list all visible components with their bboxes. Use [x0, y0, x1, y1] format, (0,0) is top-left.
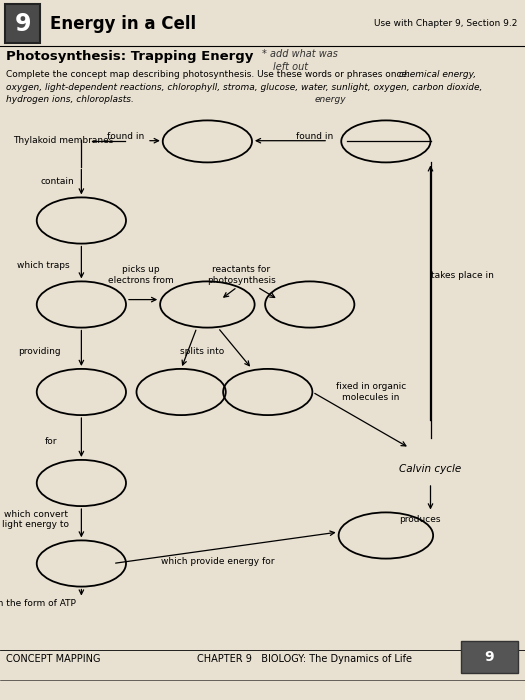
Text: Thylakoid membranes: Thylakoid membranes — [13, 136, 113, 145]
Text: chemical energy,: chemical energy, — [399, 70, 476, 79]
FancyBboxPatch shape — [5, 4, 40, 43]
Text: left out: left out — [273, 62, 308, 71]
Text: Complete the concept map describing photosynthesis. Use these words or phrases o: Complete the concept map describing phot… — [6, 70, 413, 79]
Text: Energy in a Cell: Energy in a Cell — [50, 15, 196, 33]
Text: which convert
light energy to: which convert light energy to — [2, 510, 69, 529]
Text: contain: contain — [41, 178, 75, 186]
Text: which provide energy for: which provide energy for — [161, 557, 275, 566]
Text: found in: found in — [297, 132, 333, 141]
FancyBboxPatch shape — [461, 641, 518, 673]
Text: produces: produces — [399, 515, 441, 524]
Text: reactants for
photosynthesis: reactants for photosynthesis — [207, 265, 276, 285]
Text: fixed in organic
molecules in: fixed in organic molecules in — [336, 382, 406, 402]
Text: hydrogen ions, chloroplasts.: hydrogen ions, chloroplasts. — [6, 95, 134, 104]
Text: providing: providing — [18, 347, 61, 356]
Text: CHAPTER 9   BIOLOGY: The Dynamics of Life: CHAPTER 9 BIOLOGY: The Dynamics of Life — [197, 654, 412, 664]
Text: oxygen, light-dependent reactions, chlorophyll, stroma, glucose, water, sunlight: oxygen, light-dependent reactions, chlor… — [6, 83, 482, 92]
Text: Calvin cycle: Calvin cycle — [400, 464, 461, 474]
Text: 9: 9 — [485, 650, 494, 664]
Text: takes place in: takes place in — [430, 271, 494, 279]
Bar — [0, 0, 525, 46]
Text: 9: 9 — [14, 12, 31, 36]
Text: CONCEPT MAPPING: CONCEPT MAPPING — [6, 654, 101, 664]
Text: energy: energy — [315, 94, 346, 104]
Text: found in: found in — [108, 132, 144, 141]
Text: which traps: which traps — [17, 262, 70, 270]
Text: in the form of ATP: in the form of ATP — [0, 599, 76, 608]
Text: Photosynthesis: Trapping Energy: Photosynthesis: Trapping Energy — [6, 50, 254, 64]
Text: splits into: splits into — [180, 347, 224, 356]
Text: picks up
electrons from: picks up electrons from — [108, 265, 174, 285]
Text: Use with Chapter 9, Section 9.2: Use with Chapter 9, Section 9.2 — [374, 20, 517, 28]
Text: * add what was: * add what was — [262, 49, 339, 59]
Text: for: for — [45, 437, 58, 445]
